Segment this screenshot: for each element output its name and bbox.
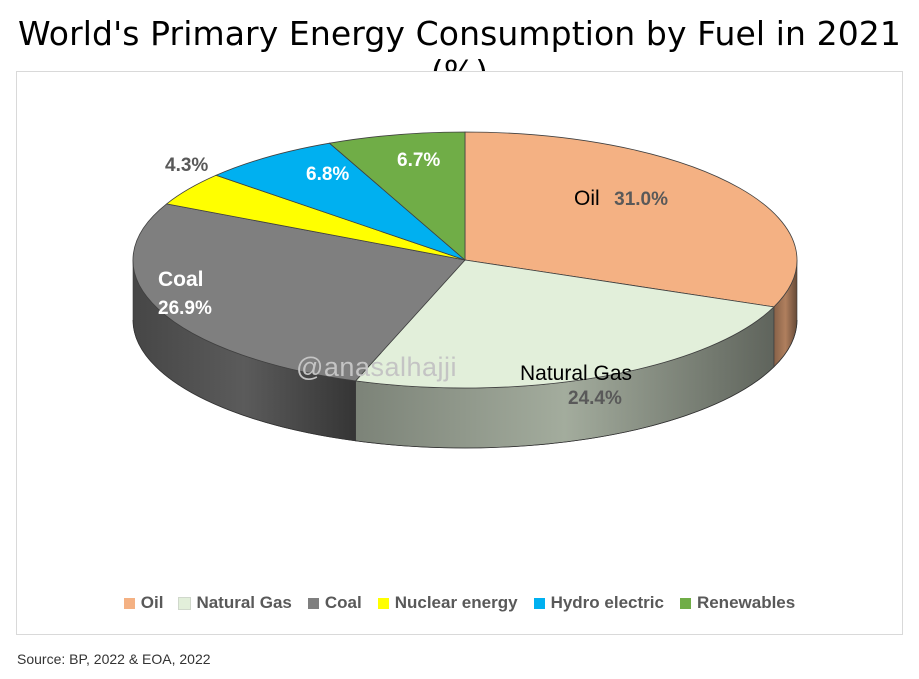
source-note: Source: BP, 2022 & EOA, 2022 (17, 651, 211, 667)
legend-label-nuclear: Nuclear energy (394, 593, 518, 612)
pie-slice-coal (132, 203, 466, 382)
legend-label-renewables: Renewables (696, 593, 796, 612)
watermark: @anasalhajji (296, 352, 457, 382)
label-natural-gas-name: Natural Gas (520, 362, 633, 385)
legend-swatch-coal (307, 597, 319, 609)
pie-slice-natural-gas (354, 259, 775, 389)
legend-item-coal[interactable]: Coal (307, 593, 362, 613)
pie-bottom-rim (132, 319, 798, 449)
legend-label-oil: Oil (140, 593, 164, 612)
label-coal-value: 26.9% (158, 298, 212, 319)
pie-tops (132, 131, 798, 389)
pie-slice-oil (464, 131, 798, 308)
legend-label-hydro: Hydro electric (550, 593, 664, 612)
label-nuclear-value: 4.3% (165, 155, 209, 176)
legend: Oil Natural Gas Coal Nuclear energy Hydr… (0, 593, 919, 613)
legend-item-nuclear[interactable]: Nuclear energy (377, 593, 518, 613)
label-oil-value: 31.0% (614, 189, 668, 210)
legend-item-renewables[interactable]: Renewables (679, 593, 796, 613)
label-renewables-value: 6.7% (397, 150, 441, 171)
legend-swatch-hydro (533, 597, 545, 609)
label-oil: Oil 31.0% (574, 187, 668, 211)
legend-swatch-oil (123, 597, 135, 609)
pie-slice-renewables (328, 131, 466, 261)
legend-item-hydro[interactable]: Hydro electric (533, 593, 664, 613)
legend-label-coal: Coal (324, 593, 362, 612)
label-natural-gas-value: 24.4% (568, 388, 622, 409)
legend-item-oil[interactable]: Oil (123, 593, 164, 613)
legend-item-natural-gas[interactable]: Natural Gas (178, 593, 292, 613)
label-coal: Coal 26.9% (158, 268, 212, 320)
label-natural-gas: Natural Gas 24.4% (520, 362, 632, 410)
label-hydro-value: 6.8% (306, 164, 350, 185)
label-coal-name: Coal (158, 268, 204, 291)
legend-swatch-nuclear (377, 597, 389, 609)
legend-label-natural-gas: Natural Gas (196, 593, 292, 612)
legend-swatch-natural-gas (178, 596, 192, 610)
pie-slice-hydro-electric (214, 142, 466, 261)
label-oil-name: Oil (574, 187, 600, 210)
legend-swatch-renewables (679, 597, 691, 609)
